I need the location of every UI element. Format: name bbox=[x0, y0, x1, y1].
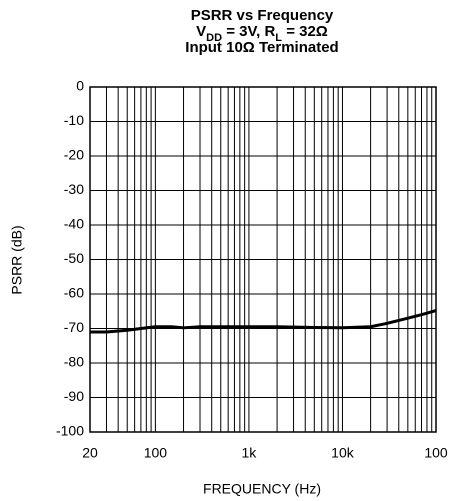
x-tick-label: 20 bbox=[82, 445, 98, 461]
chart-subtitle: VDD = 3V, RL = 32Ω bbox=[196, 23, 328, 44]
x-tick-label: 1k bbox=[242, 445, 258, 461]
x-tick-label: 100 bbox=[144, 445, 168, 461]
title-segment: DD bbox=[206, 32, 222, 44]
plot-frame bbox=[89, 86, 437, 433]
chart-subtitle: Input 10Ω Terminated bbox=[185, 39, 338, 56]
y-tick-label: -50 bbox=[64, 250, 84, 266]
x-axis-title: FREQUENCY (Hz) bbox=[203, 481, 321, 497]
title-segment: L bbox=[275, 32, 282, 44]
y-tick-label: -20 bbox=[64, 147, 84, 163]
data-line bbox=[90, 309, 437, 334]
chart-title: PSRR vs Frequency bbox=[191, 7, 334, 24]
y-tick-label: -80 bbox=[64, 354, 84, 370]
y-tick-label: -10 bbox=[64, 112, 84, 128]
y-tick-label: -60 bbox=[64, 285, 84, 301]
y-tick-label: -40 bbox=[64, 216, 84, 232]
x-tick-label: 10k bbox=[331, 445, 355, 461]
y-tick-label: 0 bbox=[76, 78, 84, 94]
y-axis-title: PSRR (dB) bbox=[9, 225, 25, 294]
x-tick-label: 100 bbox=[424, 445, 448, 461]
title-segment: = 32Ω bbox=[282, 23, 328, 40]
y-tick-label: -90 bbox=[64, 388, 84, 404]
title-segment: V bbox=[196, 23, 206, 40]
title-segment: = 3V, R bbox=[222, 23, 275, 40]
y-tick-label: -70 bbox=[64, 319, 84, 335]
y-tick-label: -30 bbox=[64, 181, 84, 197]
y-tick-label: -100 bbox=[56, 423, 84, 439]
